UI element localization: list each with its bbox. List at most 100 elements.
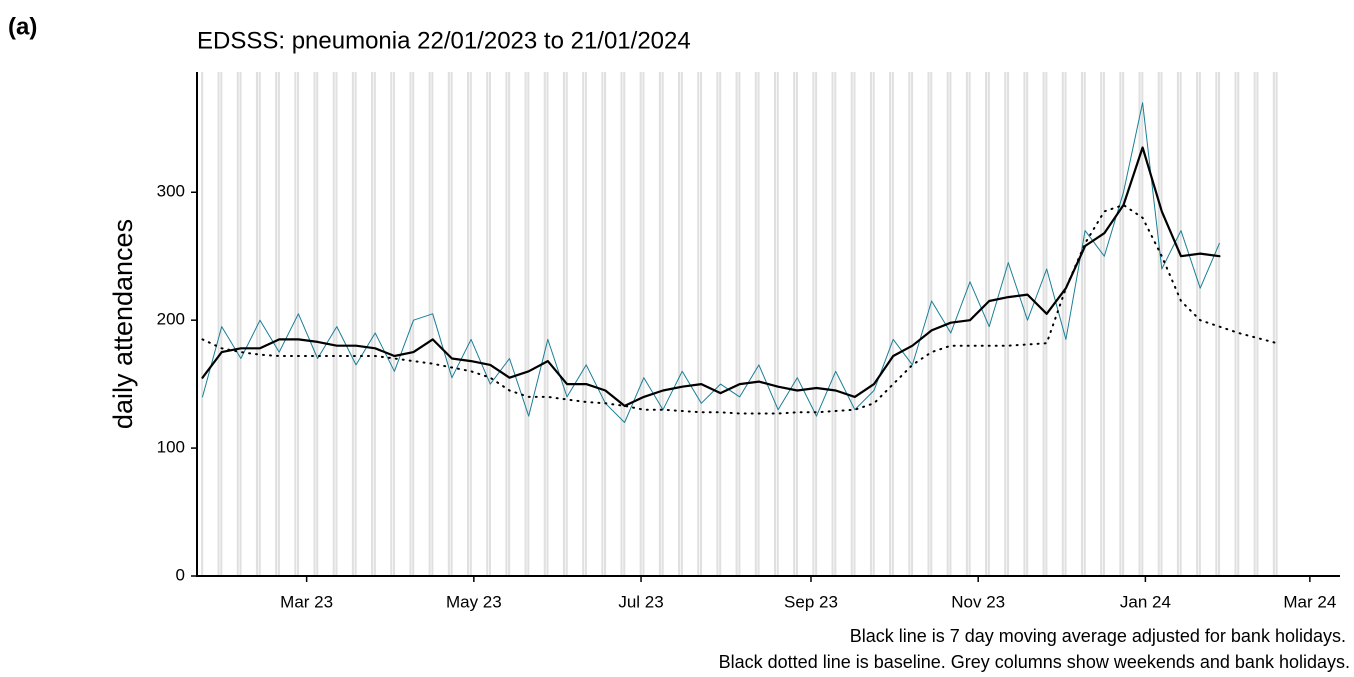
weekend-column [1026, 72, 1029, 576]
x-tick-label: Jan 24 [1120, 592, 1171, 611]
weekend-column [1083, 72, 1086, 576]
weekend-column [911, 72, 914, 576]
weekend-column [658, 72, 661, 576]
x-tick-label: Mar 24 [1283, 592, 1336, 611]
weekend-column [1237, 72, 1240, 576]
weekend-column [1102, 72, 1105, 576]
weekend-column [409, 72, 412, 576]
weekend-column [757, 72, 760, 576]
weekend-column [1196, 72, 1199, 576]
weekend-column [639, 72, 642, 576]
weekend-column [1272, 72, 1275, 576]
weekend-column [373, 72, 376, 576]
panel-label: (a) [8, 13, 37, 40]
weekend-column [217, 72, 220, 576]
weekend-column [1064, 72, 1067, 576]
weekend-column [1045, 72, 1048, 576]
weekend-column [313, 72, 316, 576]
weekend-column [486, 72, 489, 576]
weekend-column [834, 72, 837, 576]
weekend-column [543, 72, 546, 576]
weekend-column [562, 72, 565, 576]
data-line [201, 146, 1221, 407]
weekend-column [891, 72, 894, 576]
weekend-column [719, 72, 722, 576]
weekend-column [1138, 72, 1141, 576]
footnote: Black line is 7 day moving average adjus… [850, 626, 1346, 646]
weekend-column [294, 72, 297, 576]
weekend-column [1042, 72, 1045, 576]
weekend-column [987, 72, 990, 576]
weekend-column [1198, 72, 1201, 576]
data-line [202, 102, 1220, 423]
weekend-column [754, 72, 757, 576]
weekend-column [524, 72, 527, 576]
weekend-column [220, 72, 223, 576]
weekend-column [795, 72, 798, 576]
weekend-column [1215, 72, 1218, 576]
weekend-column [1176, 72, 1179, 576]
weekend-column [930, 72, 933, 576]
weekend-column [450, 72, 453, 576]
weekend-column [584, 72, 587, 576]
weekend-column [1275, 72, 1278, 576]
weekend-column [488, 72, 491, 576]
weekend-column [255, 72, 258, 576]
x-tick-label: Jul 23 [618, 592, 663, 611]
weekend-column [1119, 72, 1122, 576]
x-tick-label: Sep 23 [784, 592, 838, 611]
weekend-column [927, 72, 930, 576]
weekend-column [469, 72, 472, 576]
weekend-column [699, 72, 703, 576]
weekend-column [738, 72, 741, 576]
weekend-column [1023, 72, 1026, 576]
weekend-column [1179, 72, 1182, 576]
chart-title: EDSSS: pneumonia 22/01/2023 to 21/01/202… [197, 27, 691, 54]
weekend-column [850, 72, 853, 576]
x-tick-label: Nov 23 [951, 592, 1005, 611]
weekend-column [831, 72, 834, 576]
weekend-column [546, 72, 549, 576]
x-tick-label: Mar 23 [280, 592, 333, 611]
weekend-column [815, 72, 818, 576]
weekend-column [735, 72, 738, 576]
weekend-column [354, 72, 357, 576]
weekend-column [505, 72, 508, 576]
weekend-column [447, 72, 450, 576]
weekend-column [853, 72, 856, 576]
y-tick-label: 0 [176, 565, 185, 584]
weekend-column [678, 72, 681, 576]
weekend-columns [201, 72, 1278, 576]
weekend-column [201, 72, 204, 576]
weekend-column [716, 72, 719, 576]
weekend-column [316, 72, 319, 576]
weekend-column [1100, 72, 1103, 576]
weekend-column [1122, 72, 1125, 576]
weekend-column [390, 72, 393, 576]
weekend-column [968, 72, 971, 576]
weekend-column [351, 72, 354, 576]
y-axis-label: daily attendances [108, 219, 138, 429]
weekend-column [965, 72, 968, 576]
weekend-column [985, 72, 988, 576]
y-tick-label: 300 [157, 182, 185, 201]
weekend-column [1080, 72, 1084, 576]
weekend-column [335, 72, 338, 576]
weekend-column [428, 72, 431, 576]
weekend-column [431, 72, 434, 576]
data-line [201, 204, 1278, 415]
weekend-column [601, 72, 604, 576]
weekend-column [1061, 72, 1064, 576]
weekend-column [565, 72, 568, 576]
weekend-column [1141, 72, 1144, 576]
weekend-column [661, 72, 664, 576]
weekend-column [412, 72, 415, 576]
weekend-column [889, 72, 892, 576]
weekend-column [371, 72, 374, 576]
weekend-column [258, 72, 261, 576]
y-tick-label: 100 [157, 438, 185, 457]
y-tick-label: 200 [157, 310, 185, 329]
weekend-column [1160, 72, 1163, 576]
weekend-column [508, 72, 511, 576]
